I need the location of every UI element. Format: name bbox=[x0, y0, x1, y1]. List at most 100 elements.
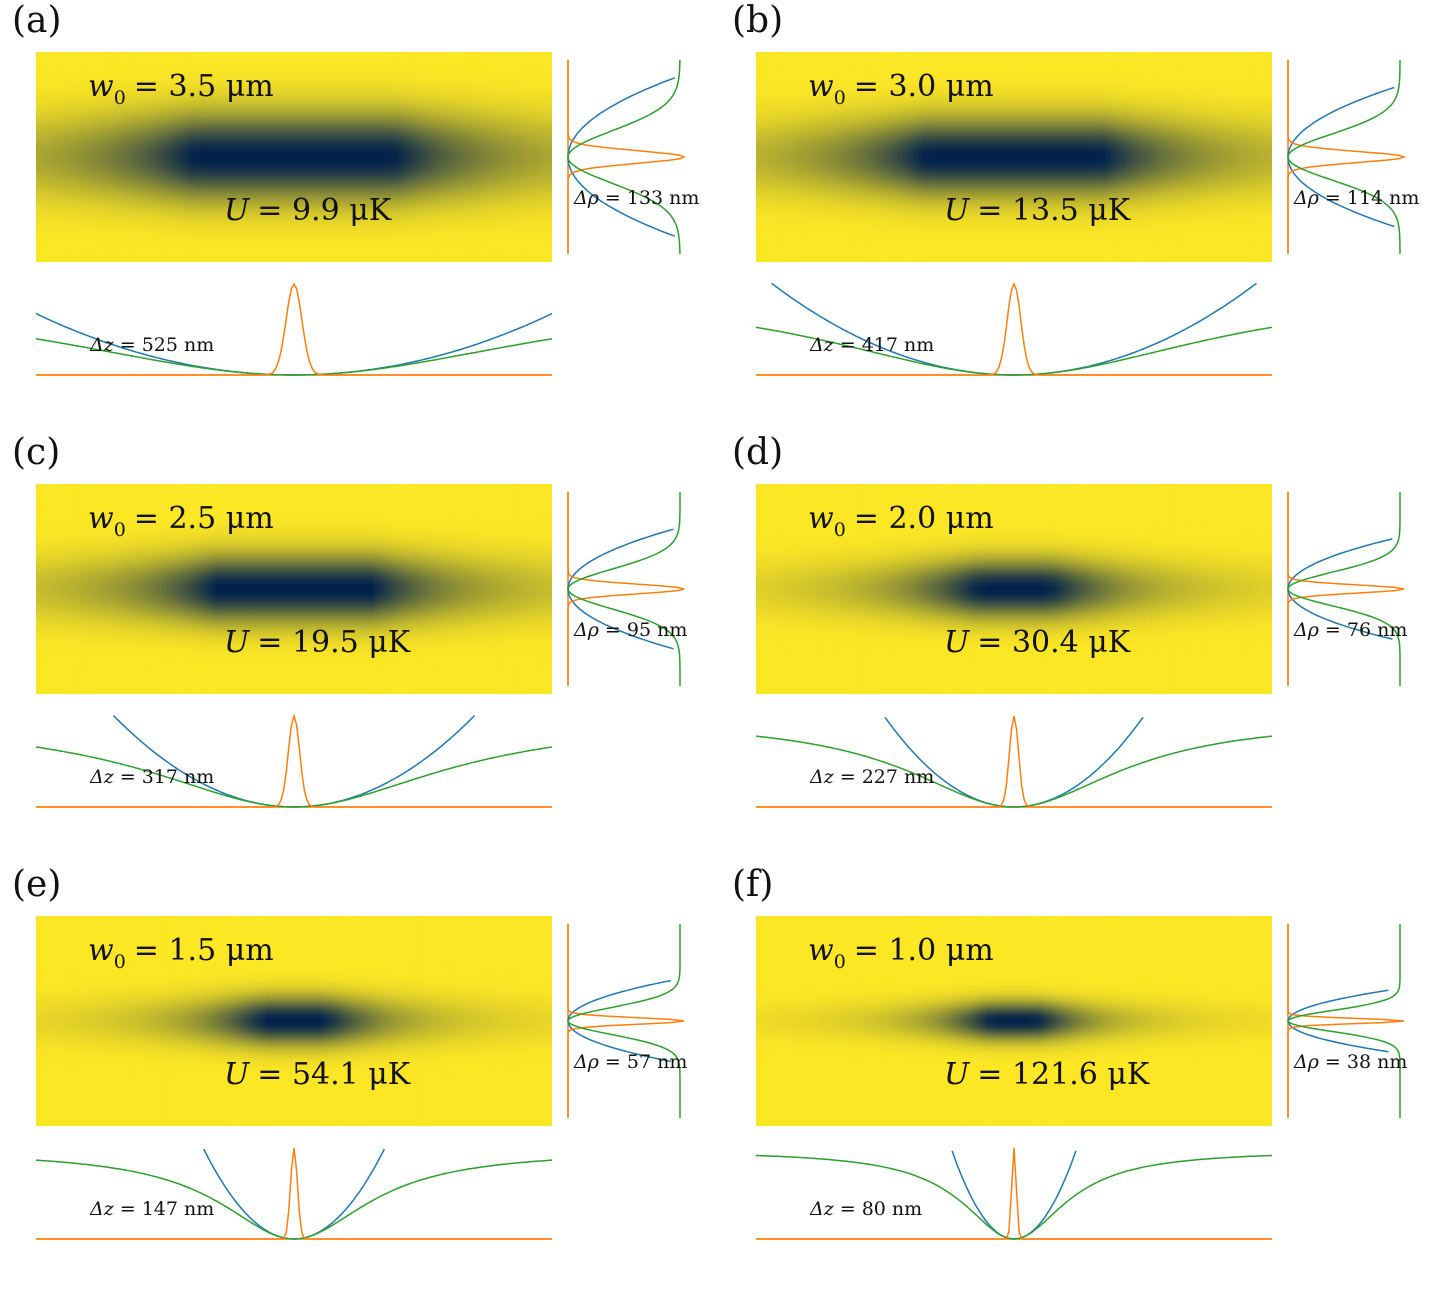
w0-value: = 1.5 μm bbox=[134, 933, 274, 968]
w0-subscript: 0 bbox=[114, 87, 126, 109]
u-symbol: U bbox=[944, 193, 971, 228]
u-value: = 19.5 μK bbox=[257, 625, 411, 660]
drho-symbol: Δρ bbox=[1293, 187, 1320, 209]
radial-harmonic-curve bbox=[567, 77, 676, 237]
w0-label: w0 = 1.0 μm bbox=[808, 933, 994, 973]
drho-symbol: Δρ bbox=[573, 1051, 600, 1073]
radial-exact-curve bbox=[567, 924, 681, 1118]
u-label: U = 19.5 μK bbox=[224, 625, 411, 660]
w0-symbol: w bbox=[808, 933, 834, 968]
axial-harmonic-curve bbox=[951, 1150, 1077, 1240]
w0-value: = 3.5 μm bbox=[134, 69, 274, 104]
w0-value: = 3.0 μm bbox=[854, 69, 994, 104]
heatmap-beam bbox=[36, 916, 552, 1126]
drho-value: = 38 nm bbox=[1325, 1051, 1407, 1073]
drho-value: = 57 nm bbox=[605, 1051, 687, 1073]
axial-exact-curve bbox=[35, 338, 553, 376]
drho-label: Δρ = 76 nm bbox=[1293, 619, 1407, 641]
w0-symbol: w bbox=[88, 933, 114, 968]
dz-value: = 525 nm bbox=[120, 334, 215, 356]
panel-label: (b) bbox=[732, 0, 783, 41]
dz-value: = 317 nm bbox=[120, 766, 215, 788]
drho-symbol: Δρ bbox=[573, 187, 600, 209]
dz-label: Δz = 80 nm bbox=[809, 1198, 922, 1220]
axial-exact-curve bbox=[755, 326, 1273, 376]
axial-wavefunction-curve bbox=[756, 1147, 1272, 1240]
panel-label: (c) bbox=[12, 432, 60, 473]
heatmap-beam bbox=[756, 52, 1272, 262]
u-symbol: U bbox=[224, 625, 251, 660]
u-symbol: U bbox=[224, 193, 251, 228]
w0-symbol: w bbox=[88, 69, 114, 104]
drho-label: Δρ = 133 nm bbox=[573, 187, 699, 209]
dz-value: = 80 nm bbox=[840, 1198, 922, 1220]
axial-wavefunction-curve bbox=[36, 1147, 552, 1240]
radial-wavefunction-curve bbox=[1287, 924, 1405, 1118]
u-value: = 13.5 μK bbox=[977, 193, 1131, 228]
dz-value: = 147 nm bbox=[120, 1198, 215, 1220]
axial-exact-curve bbox=[35, 1159, 553, 1240]
panel-a: (a) w0 = 3.5 μm U = 9.9 μK Δρ = 133 nm Δz = 525 … bbox=[12, 0, 699, 376]
radial-exact-curve bbox=[1287, 924, 1401, 1118]
u-symbol: U bbox=[944, 1057, 971, 1092]
w0-value: = 2.5 μm bbox=[134, 501, 274, 536]
u-label: U = 121.6 μK bbox=[944, 1057, 1150, 1092]
radial-wavefunction-curve bbox=[567, 60, 686, 254]
dz-label: Δz = 227 nm bbox=[809, 766, 934, 788]
axial-wavefunction-curve bbox=[36, 713, 552, 808]
dz-value: = 227 nm bbox=[840, 766, 935, 788]
panel-label: (d) bbox=[732, 432, 783, 473]
drho-value: = 114 nm bbox=[1325, 187, 1420, 209]
panel-e: (e) w0 = 1.5 μm U = 54.1 μK Δρ = 57 nm Δz = 147 … bbox=[12, 864, 687, 1240]
dz-label: Δz = 147 nm bbox=[89, 1198, 214, 1220]
w0-label: w0 = 2.0 μm bbox=[808, 501, 994, 541]
w0-subscript: 0 bbox=[834, 87, 846, 109]
dz-symbol: Δz bbox=[89, 334, 115, 356]
w0-subscript: 0 bbox=[114, 519, 126, 541]
dz-label: Δz = 417 nm bbox=[809, 334, 934, 356]
drho-symbol: Δρ bbox=[573, 619, 600, 641]
drho-symbol: Δρ bbox=[1293, 619, 1320, 641]
axial-wavefunction-curve bbox=[756, 715, 1272, 808]
heatmap-beam bbox=[36, 484, 552, 694]
panel-label: (a) bbox=[12, 0, 62, 41]
u-value: = 54.1 μK bbox=[257, 1057, 411, 1092]
radial-wavefunction-curve bbox=[567, 492, 685, 686]
radial-exact-curve bbox=[567, 492, 681, 686]
w0-value: = 2.0 μm bbox=[854, 501, 994, 536]
dz-symbol: Δz bbox=[89, 766, 115, 788]
drho-symbol: Δρ bbox=[1293, 1051, 1320, 1073]
u-label: U = 13.5 μK bbox=[944, 193, 1131, 228]
radial-exact-curve bbox=[1287, 60, 1401, 254]
w0-label: w0 = 2.5 μm bbox=[88, 501, 274, 541]
dz-value: = 417 nm bbox=[840, 334, 935, 356]
axial-wavefunction-curve bbox=[756, 282, 1272, 376]
dz-symbol: Δz bbox=[89, 1198, 115, 1220]
u-label: U = 54.1 μK bbox=[224, 1057, 411, 1092]
axial-exact-curve bbox=[755, 1154, 1273, 1240]
w0-subscript: 0 bbox=[114, 951, 126, 973]
w0-symbol: w bbox=[808, 69, 834, 104]
drho-label: Δρ = 95 nm bbox=[573, 619, 687, 641]
u-value: = 30.4 μK bbox=[977, 625, 1131, 660]
radial-exact-curve bbox=[567, 60, 681, 254]
panel-d: (d) w0 = 2.0 μm U = 30.4 μK Δρ = 76 nm Δz = 227 … bbox=[732, 432, 1407, 808]
radial-wavefunction-curve bbox=[1287, 60, 1407, 254]
u-label: U = 30.4 μK bbox=[944, 625, 1131, 660]
radial-harmonic-curve bbox=[1287, 989, 1389, 1053]
drho-label: Δρ = 38 nm bbox=[1293, 1051, 1407, 1073]
w0-subscript: 0 bbox=[834, 951, 846, 973]
axial-harmonic-curve bbox=[884, 716, 1144, 808]
dz-label: Δz = 317 nm bbox=[89, 766, 214, 788]
panel-label: (e) bbox=[12, 864, 61, 905]
radial-wavefunction-curve bbox=[1287, 492, 1405, 686]
w0-symbol: w bbox=[808, 501, 834, 536]
dz-symbol: Δz bbox=[809, 334, 835, 356]
radial-exact-curve bbox=[1287, 492, 1401, 686]
heatmap-beam bbox=[756, 484, 1272, 694]
radial-harmonic-curve bbox=[567, 979, 671, 1063]
radial-wavefunction-curve bbox=[567, 924, 685, 1118]
axial-exact-curve bbox=[755, 735, 1273, 808]
axial-harmonic-curve bbox=[771, 282, 1257, 376]
